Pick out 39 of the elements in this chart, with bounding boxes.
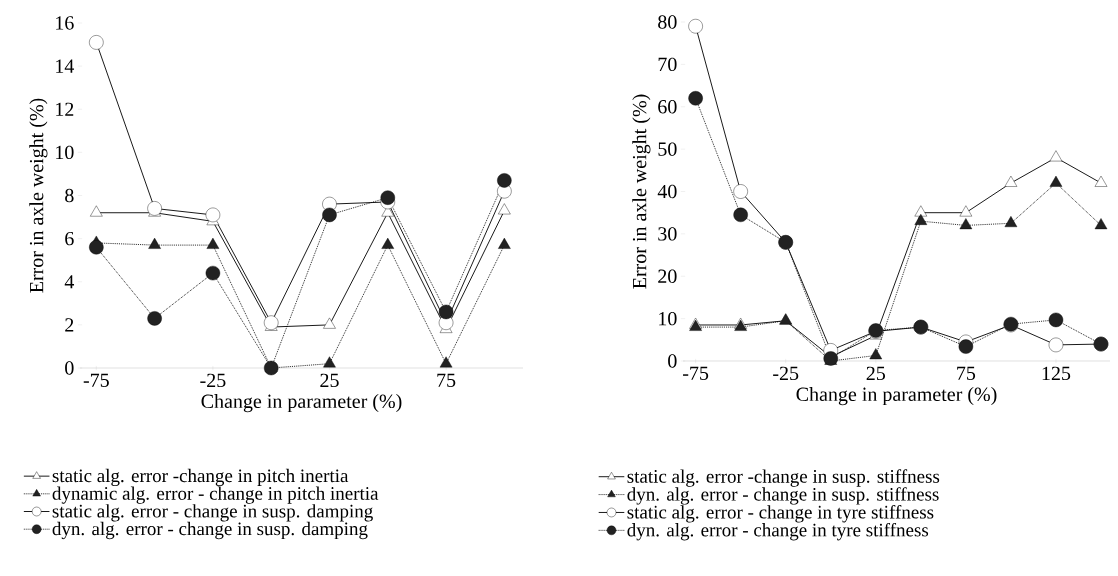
x-tick-label: -25 (773, 366, 799, 381)
y-tick-label: 60 (658, 100, 677, 114)
y-tick-label: 30 (658, 227, 677, 241)
legend-label: static alg. error -change in pitch inertia (52, 468, 349, 487)
x-tick-label: 125 (1042, 366, 1071, 381)
legend-label: static alg. error - change in susp. damping (52, 504, 373, 522)
y-tick-label: 70 (658, 57, 677, 72)
y-tick-label: 2 (65, 318, 74, 332)
y-tick-label: 10 (56, 145, 74, 160)
y-tick-label: 16 (56, 16, 74, 30)
y-tick-label: 14 (56, 59, 75, 73)
y-tick-label: 20 (658, 269, 677, 283)
legend-label: dyn. alg. error - change in susp. damping (52, 521, 368, 540)
x-tick-label: 25 (320, 373, 339, 388)
x-tick-label: 75 (437, 373, 456, 387)
x-tick-label: -75 (683, 366, 709, 380)
y-tick-label: 40 (657, 184, 677, 199)
y-tick-label: 10 (659, 311, 677, 326)
y-tick-label: 80 (658, 15, 677, 29)
y-tick-label: 4 (64, 275, 75, 289)
y-tick-label: 50 (658, 142, 677, 156)
legend-label: dynamic alg. error - change in pitch inertia (52, 486, 379, 504)
x-tick-label: 25 (866, 366, 886, 381)
y-tick-label: 8 (65, 188, 74, 203)
x-axis-title: Change in parameter (%) (201, 393, 402, 413)
legend-label: dyn. alg. error - change in tyre stiffness (627, 522, 929, 541)
y-axis-title: Error in axle weight (%) (29, 98, 48, 293)
y-axis-title: Error in axle weight (%) (632, 94, 651, 289)
legend-label: static alg. error - change in tyre stiffness (627, 505, 934, 523)
x-tick-label: -25 (200, 373, 226, 388)
legend-label: dyn. alg. error - change in susp. stiffness (627, 487, 939, 505)
y-tick-label: 6 (65, 231, 74, 246)
y-tick-label: 0 (65, 361, 74, 375)
x-tick-label: -75 (83, 373, 109, 387)
x-axis-title: Change in parameter (%) (796, 386, 997, 406)
y-tick-label: 0 (668, 354, 677, 368)
y-tick-label: 12 (56, 102, 74, 116)
legend-label: static alg. error -change in susp. stiffness (627, 469, 940, 487)
x-tick-label: 75 (957, 366, 976, 380)
